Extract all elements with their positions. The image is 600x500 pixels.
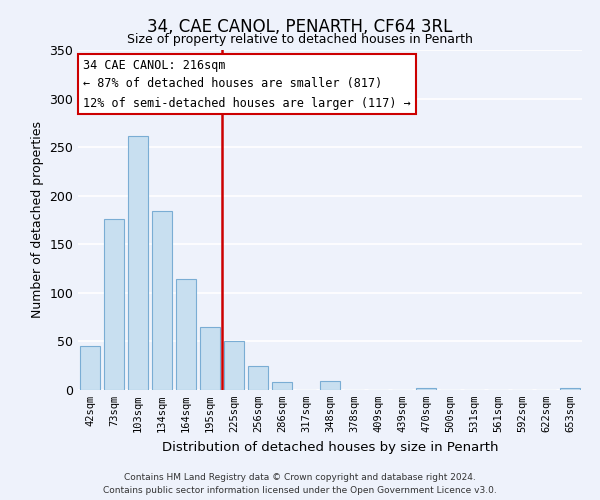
Bar xyxy=(224,342,244,390)
Bar xyxy=(320,382,340,390)
Bar xyxy=(104,219,124,390)
Bar xyxy=(176,280,196,390)
Bar xyxy=(152,212,172,390)
Bar xyxy=(272,382,292,390)
Bar xyxy=(248,366,268,390)
Text: Contains HM Land Registry data © Crown copyright and database right 2024.
Contai: Contains HM Land Registry data © Crown c… xyxy=(103,474,497,495)
Bar xyxy=(200,327,220,390)
Bar xyxy=(128,136,148,390)
Text: 34 CAE CANOL: 216sqm
← 87% of detached houses are smaller (817)
12% of semi-deta: 34 CAE CANOL: 216sqm ← 87% of detached h… xyxy=(83,58,411,110)
X-axis label: Distribution of detached houses by size in Penarth: Distribution of detached houses by size … xyxy=(162,440,498,454)
Bar xyxy=(80,346,100,390)
Bar xyxy=(560,388,580,390)
Text: 34, CAE CANOL, PENARTH, CF64 3RL: 34, CAE CANOL, PENARTH, CF64 3RL xyxy=(148,18,452,36)
Bar xyxy=(416,388,436,390)
Text: Size of property relative to detached houses in Penarth: Size of property relative to detached ho… xyxy=(127,32,473,46)
Y-axis label: Number of detached properties: Number of detached properties xyxy=(31,122,44,318)
